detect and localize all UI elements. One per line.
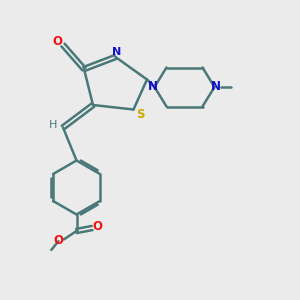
Text: O: O xyxy=(92,220,103,233)
Text: S: S xyxy=(136,107,144,121)
Text: H: H xyxy=(49,120,58,130)
Text: N: N xyxy=(148,80,158,94)
Text: O: O xyxy=(52,35,63,48)
Text: N: N xyxy=(211,80,221,94)
Text: O: O xyxy=(53,233,63,247)
Text: N: N xyxy=(112,46,122,57)
